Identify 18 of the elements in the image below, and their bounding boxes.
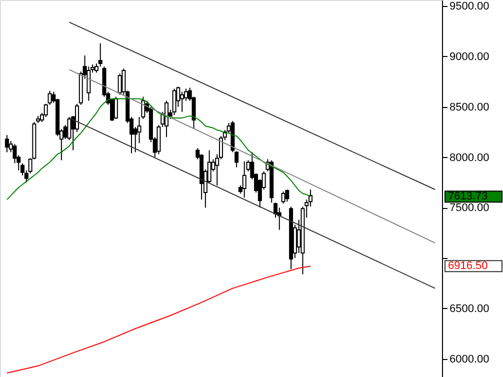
y-tick-label: 6000.00 <box>450 353 490 366</box>
candlestick <box>242 160 246 198</box>
line-series <box>6 266 312 374</box>
y-tick-label: 6500.00 <box>450 302 490 315</box>
candlestick <box>180 91 184 112</box>
candlestick <box>285 189 290 202</box>
text: 6916.50 <box>448 260 488 272</box>
y-tick-label: 9500.00 <box>450 0 490 13</box>
text: 7613.73 <box>448 190 488 203</box>
y-tick-label: 7500.00 <box>450 202 490 214</box>
candlestick <box>164 100 169 138</box>
y-tick-label: 8000.00 <box>450 152 490 164</box>
candlestick <box>114 96 118 120</box>
candlestick <box>281 191 286 204</box>
y-tick-label: 8500.00 <box>450 101 490 114</box>
y-tick-label: 9000.00 <box>450 50 490 63</box>
candlestick <box>172 88 176 116</box>
candlestick <box>4 134 9 153</box>
